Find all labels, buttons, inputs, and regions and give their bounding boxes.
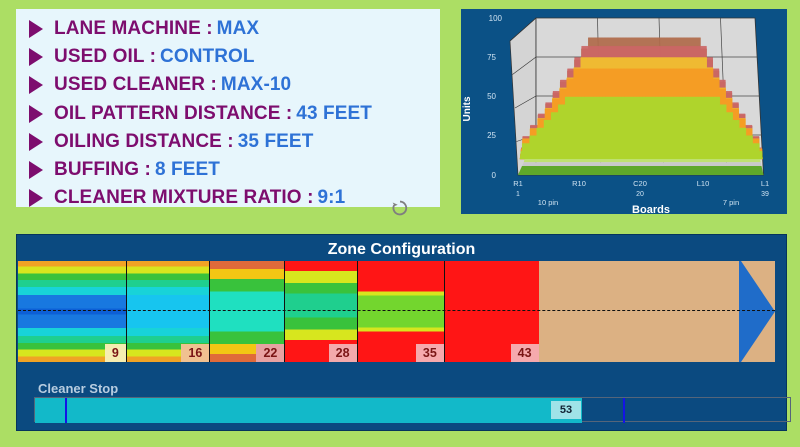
svg-text:39: 39	[761, 191, 769, 198]
svg-text:Units: Units	[462, 96, 473, 121]
svg-text:Boards: Boards	[632, 204, 670, 214]
svg-text:75: 75	[487, 53, 496, 62]
svg-text:25: 25	[487, 131, 496, 140]
svg-text:100: 100	[489, 14, 503, 23]
svg-text:L1: L1	[761, 179, 769, 188]
svg-text:C20: C20	[633, 179, 647, 188]
svg-text:7 pin: 7 pin	[723, 198, 739, 207]
svg-text:R1: R1	[513, 179, 523, 188]
svg-text:1: 1	[516, 191, 520, 198]
svg-text:50: 50	[487, 92, 496, 101]
svg-text:R10: R10	[572, 179, 586, 188]
svg-text:20: 20	[636, 191, 644, 198]
svg-text:L10: L10	[697, 179, 710, 188]
svg-text:10 pin: 10 pin	[538, 198, 558, 207]
svg-text:0: 0	[492, 171, 497, 180]
